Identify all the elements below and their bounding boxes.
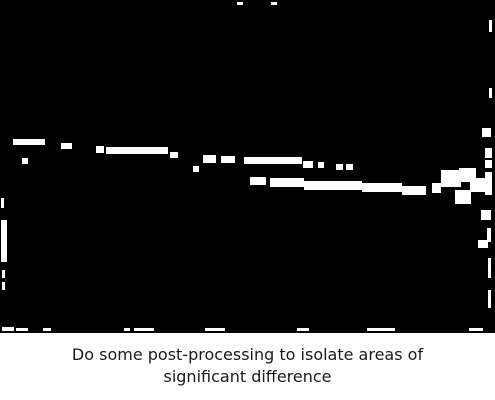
mask-region — [470, 178, 487, 192]
mask-region — [124, 328, 130, 331]
mask-region — [441, 170, 461, 187]
mask-region — [1, 220, 7, 262]
mask-region — [487, 228, 491, 242]
mask-region — [303, 161, 313, 168]
mask-region — [402, 186, 426, 195]
mask-background — [0, 0, 495, 333]
mask-region — [250, 177, 266, 185]
mask-region — [489, 88, 492, 98]
mask-region — [1, 198, 4, 208]
mask-region — [13, 139, 45, 145]
mask-region — [478, 240, 488, 248]
mask-region — [106, 147, 168, 154]
mask-region — [485, 148, 492, 158]
mask-region — [485, 160, 492, 168]
mask-region — [485, 172, 492, 195]
difference-mask-svg — [0, 0, 495, 333]
mask-region — [2, 270, 5, 278]
mask-region — [16, 328, 28, 331]
mask-region — [244, 157, 302, 164]
mask-region — [367, 328, 395, 331]
mask-region — [43, 328, 51, 331]
mask-region — [297, 328, 309, 331]
mask-region — [237, 2, 243, 5]
mask-region — [61, 143, 72, 149]
caption: Do some post-processing to isolate areas… — [0, 344, 495, 400]
mask-region — [488, 290, 491, 308]
difference-mask-image — [0, 0, 495, 333]
mask-region — [362, 183, 402, 192]
mask-region — [134, 328, 154, 331]
caption-line-1: Do some post-processing to isolate areas… — [71, 345, 424, 364]
mask-region — [96, 146, 104, 153]
mask-region — [270, 178, 304, 187]
mask-region — [271, 2, 277, 5]
mask-region — [318, 162, 324, 168]
mask-region — [170, 152, 178, 158]
mask-region — [432, 183, 441, 193]
mask-region — [221, 156, 235, 163]
mask-region — [488, 258, 491, 278]
mask-region — [469, 328, 483, 331]
mask-region — [193, 166, 199, 172]
mask-region — [22, 158, 28, 164]
mask-region — [482, 128, 491, 137]
mask-region — [304, 181, 362, 190]
mask-region — [205, 328, 225, 331]
caption-line-2: significant difference — [163, 367, 332, 386]
mask-regions — [1, 2, 492, 331]
mask-region — [203, 155, 216, 163]
mask-region — [336, 164, 343, 170]
mask-region — [2, 282, 5, 290]
mask-region — [489, 20, 492, 32]
mask-region — [455, 190, 471, 204]
mask-region — [481, 210, 491, 220]
mask-region — [346, 164, 353, 170]
mask-region — [2, 327, 14, 331]
